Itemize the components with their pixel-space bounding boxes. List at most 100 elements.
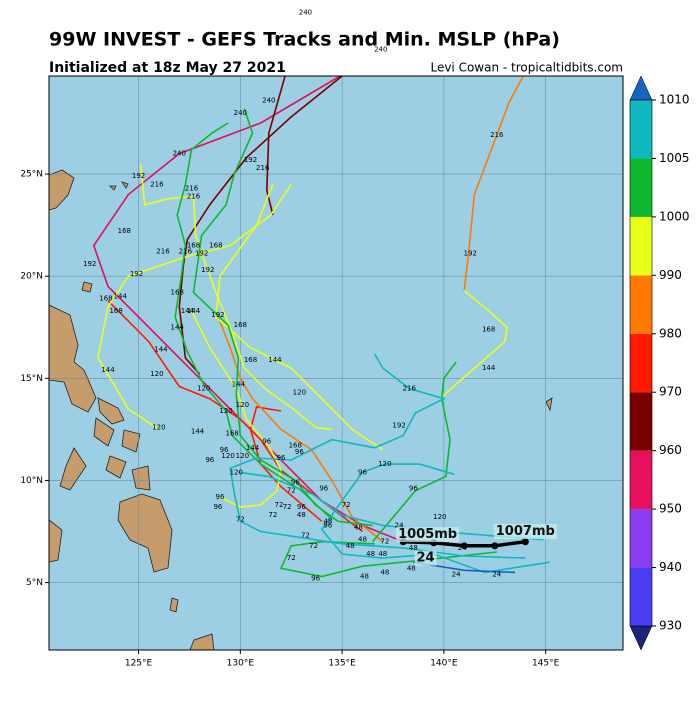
hour-label: 72 bbox=[301, 532, 310, 540]
hour-label: 96 bbox=[358, 468, 367, 476]
hour-label: 48 bbox=[360, 572, 369, 580]
mean-label: 1007mb bbox=[496, 524, 555, 539]
hour-label: 72 bbox=[283, 503, 292, 511]
hour-label: 72 bbox=[236, 515, 245, 523]
hour-label: 216 bbox=[187, 193, 201, 201]
hour-label: 48 bbox=[358, 536, 367, 544]
hour-label: 48 bbox=[323, 517, 332, 525]
hour-label: 144 bbox=[187, 307, 201, 315]
ocean bbox=[49, 76, 623, 650]
x-tick-label: 140°E bbox=[430, 659, 458, 669]
hour-label: 144 bbox=[171, 323, 185, 331]
hour-label: 120 bbox=[150, 370, 163, 378]
hour-label: 48 bbox=[409, 544, 418, 552]
hour-label: 168 bbox=[209, 242, 222, 250]
hour-label: 216 bbox=[185, 184, 199, 192]
colorbar-label: 1010 bbox=[659, 93, 690, 107]
colorbar-label: 1005 bbox=[659, 151, 690, 165]
y-tick-label: 20°N bbox=[20, 272, 43, 282]
hour-label: 240 bbox=[262, 97, 275, 105]
colorbar-label: 970 bbox=[659, 385, 682, 399]
ensemble-track bbox=[238, 471, 544, 541]
colorbar-segment bbox=[630, 158, 652, 217]
colorbar-segment bbox=[630, 100, 652, 159]
hour-label: 168 bbox=[482, 325, 495, 333]
x-tick-label: 135°E bbox=[328, 659, 356, 669]
hour-label: 72 bbox=[309, 542, 318, 550]
hour-label: 48 bbox=[378, 550, 387, 558]
colorbar-segment bbox=[630, 333, 652, 393]
hour-label: 96 bbox=[262, 438, 271, 446]
hour-label: 72 bbox=[268, 511, 277, 519]
hour-label: 144 bbox=[181, 307, 195, 315]
hour-label: 144 bbox=[154, 346, 168, 354]
hour-label: 96 bbox=[213, 503, 222, 511]
hour-label: 96 bbox=[409, 485, 418, 493]
hour-label: 216 bbox=[256, 164, 270, 172]
ensemble-track bbox=[320, 463, 550, 574]
hour-label: 144 bbox=[482, 364, 496, 372]
hour-label: 168 bbox=[99, 295, 112, 303]
colorbar-frame bbox=[629, 99, 653, 627]
y-tick-label: 25°N bbox=[20, 170, 43, 180]
land bbox=[49, 169, 553, 650]
hour-label: 120 bbox=[197, 385, 210, 393]
hour-label: 192 bbox=[211, 311, 224, 319]
hour-label: 24 bbox=[458, 544, 467, 552]
hour-label: 72 bbox=[287, 554, 296, 562]
plot-frame bbox=[48, 75, 624, 651]
hour-label: 192 bbox=[392, 421, 405, 429]
y-tick-label: 5°N bbox=[26, 578, 43, 588]
hour-label: 216 bbox=[156, 248, 170, 256]
hour-label: 24 bbox=[395, 521, 404, 529]
mean-point bbox=[460, 542, 468, 550]
hour-label: 96 bbox=[291, 478, 300, 486]
mean-point bbox=[491, 542, 499, 550]
hour-label: 120 bbox=[152, 423, 165, 431]
label-box bbox=[396, 527, 460, 543]
hour-label: 120 bbox=[236, 452, 249, 460]
credit: Levi Cowan - tropicaltidbits.com bbox=[430, 61, 623, 75]
hour-label: 216 bbox=[179, 248, 193, 256]
hour-label: 168 bbox=[244, 356, 257, 364]
ensemble-track bbox=[92, 76, 404, 543]
colorbar-label: 940 bbox=[659, 560, 682, 574]
hour-label: 168 bbox=[289, 442, 302, 450]
hour-label: 96 bbox=[205, 456, 214, 464]
colorbar-segment bbox=[630, 567, 652, 626]
ensemble-track bbox=[463, 76, 525, 291]
hour-label: 72 bbox=[342, 501, 351, 509]
hour-label: 120 bbox=[230, 468, 243, 476]
hour-label: 96 bbox=[216, 493, 225, 501]
hour-label: 120 bbox=[219, 407, 232, 415]
ensemble-track bbox=[229, 353, 526, 559]
hour-label: 192 bbox=[130, 270, 143, 278]
hour-label: 240 bbox=[173, 150, 186, 158]
hour-label: 96 bbox=[277, 454, 286, 462]
y-tick-label: 10°N bbox=[20, 476, 43, 486]
colorbar-label: 950 bbox=[659, 502, 682, 516]
colorbar-label: 1000 bbox=[659, 209, 690, 223]
mean-label: 1005mb bbox=[398, 527, 457, 542]
colorbar-label: 980 bbox=[659, 326, 682, 340]
hour-label: 216 bbox=[403, 385, 417, 393]
hour-label: 192 bbox=[83, 260, 96, 268]
colorbar-segment bbox=[630, 216, 652, 276]
hour-label: 168 bbox=[171, 289, 184, 297]
hour-label: 72 bbox=[287, 487, 296, 495]
hour-label: 96 bbox=[295, 448, 304, 456]
ensemble-track bbox=[215, 310, 384, 543]
hour-label: 240 bbox=[299, 9, 312, 17]
hour-label: 120 bbox=[293, 389, 306, 397]
hour-label: 168 bbox=[118, 227, 131, 235]
hour-label: 120 bbox=[433, 513, 446, 521]
hour-label: 48 bbox=[380, 568, 389, 576]
hour-label: 96 bbox=[311, 575, 320, 583]
colorbar-label: 960 bbox=[659, 443, 682, 457]
ensemble-track bbox=[265, 76, 286, 216]
ensemble-track bbox=[215, 184, 384, 451]
mean-label: 24 bbox=[417, 551, 435, 566]
hour-label: 216 bbox=[490, 131, 504, 139]
hour-label: 144 bbox=[246, 444, 260, 452]
x-tick-label: 125°E bbox=[125, 659, 153, 669]
